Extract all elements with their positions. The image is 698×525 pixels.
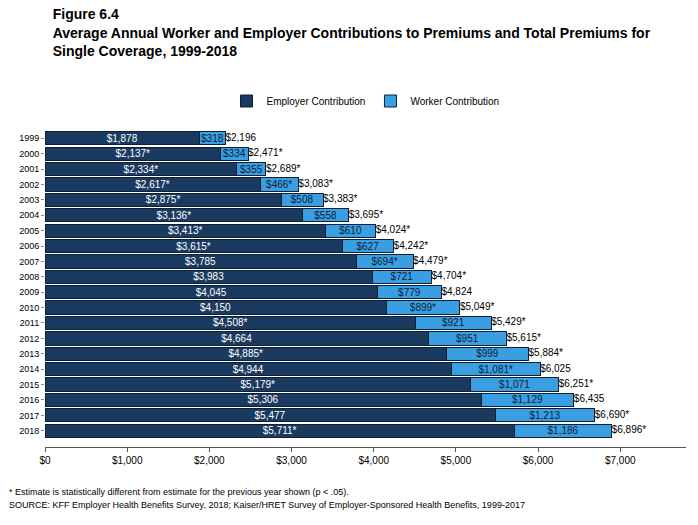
svg-text:2013: 2013: [19, 349, 39, 359]
svg-text:$1,186: $1,186: [548, 425, 579, 436]
svg-text:$3,136*: $3,136*: [157, 210, 192, 221]
svg-text:$318: $318: [201, 133, 224, 144]
svg-text:$779: $779: [398, 287, 421, 298]
svg-text:$4,885*: $4,885*: [228, 348, 263, 359]
svg-text:2015: 2015: [19, 380, 39, 390]
svg-text:$558: $558: [314, 210, 337, 221]
svg-text:* Estimate is statistically di: * Estimate is statistically different fr…: [9, 487, 349, 497]
svg-text:2011: 2011: [20, 318, 39, 328]
svg-text:$6,251*: $6,251*: [559, 378, 594, 389]
svg-text:2009: 2009: [19, 287, 39, 297]
svg-text:2018: 2018: [19, 426, 39, 436]
svg-text:$1,081*: $1,081*: [478, 364, 513, 375]
svg-text:$3,383*: $3,383*: [323, 193, 358, 204]
svg-text:2010: 2010: [19, 303, 39, 313]
svg-text:$0: $0: [39, 455, 51, 466]
svg-text:$1,129: $1,129: [512, 394, 543, 405]
svg-text:$6,896*: $6,896*: [612, 424, 647, 435]
svg-text:$1,000: $1,000: [112, 455, 143, 466]
svg-text:$508: $508: [291, 194, 314, 205]
svg-text:$4,000: $4,000: [358, 455, 389, 466]
svg-text:$951: $951: [456, 333, 479, 344]
svg-text:$2,334*: $2,334*: [124, 164, 159, 175]
svg-text:$4,479*: $4,479*: [413, 255, 448, 266]
svg-text:1999: 1999: [19, 133, 39, 143]
svg-text:$7,000: $7,000: [605, 455, 636, 466]
svg-text:$2,196: $2,196: [225, 132, 256, 143]
svg-text:$3,083*: $3,083*: [298, 178, 333, 189]
svg-text:$2,875*: $2,875*: [146, 194, 181, 205]
svg-text:$6,435: $6,435: [574, 393, 605, 404]
svg-text:$5,477: $5,477: [255, 410, 286, 421]
svg-text:$3,413*: $3,413*: [168, 225, 203, 236]
svg-text:$4,024*: $4,024*: [376, 224, 411, 235]
svg-text:$3,000: $3,000: [276, 455, 307, 466]
svg-text:Figure 6.4Average Annual Worke: Figure 6.4Average Annual Worker and Empl…: [53, 6, 651, 58]
svg-text:$334: $334: [223, 148, 246, 159]
svg-text:$4,704*: $4,704*: [432, 270, 467, 281]
svg-text:$3,615*: $3,615*: [176, 241, 211, 252]
svg-text:$5,000: $5,000: [441, 455, 472, 466]
svg-text:$1,878: $1,878: [107, 133, 138, 144]
svg-text:2007: 2007: [19, 257, 39, 267]
svg-text:SOURCE: KFF Employer Health Be: SOURCE: KFF Employer Health Benefits Sur…: [9, 500, 525, 510]
svg-text:2001: 2001: [19, 164, 39, 174]
svg-text:$3,785: $3,785: [185, 256, 216, 267]
svg-text:2006: 2006: [19, 241, 39, 251]
svg-text:$3,695*: $3,695*: [349, 209, 384, 220]
svg-text:$721: $721: [391, 271, 414, 282]
svg-text:$694*: $694*: [371, 256, 397, 267]
svg-text:$4,508*: $4,508*: [213, 317, 248, 328]
svg-text:$6,000: $6,000: [523, 455, 554, 466]
svg-text:2012: 2012: [19, 334, 39, 344]
svg-text:$6,690*: $6,690*: [595, 409, 630, 420]
svg-text:2005: 2005: [19, 226, 39, 236]
svg-text:$5,615*: $5,615*: [506, 332, 541, 343]
svg-text:$4,045: $4,045: [196, 287, 227, 298]
svg-text:$5,711*: $5,711*: [263, 425, 297, 436]
svg-text:$2,471*: $2,471*: [248, 147, 283, 158]
svg-text:2017: 2017: [19, 411, 39, 421]
svg-text:$2,137*: $2,137*: [116, 148, 151, 159]
svg-text:Employer Contribution: Employer Contribution: [267, 96, 366, 107]
svg-text:$4,242*: $4,242*: [394, 240, 429, 251]
svg-text:2004: 2004: [19, 210, 39, 220]
svg-text:$4,664: $4,664: [221, 333, 252, 344]
svg-text:$5,179*: $5,179*: [241, 379, 276, 390]
svg-text:$4,824: $4,824: [441, 286, 472, 297]
svg-text:$999: $999: [476, 348, 499, 359]
svg-text:$466*: $466*: [266, 179, 292, 190]
svg-text:$5,884*: $5,884*: [529, 347, 564, 358]
svg-text:$610: $610: [339, 225, 362, 236]
svg-text:$5,049*: $5,049*: [460, 301, 495, 312]
svg-text:Worker Contribution: Worker Contribution: [410, 96, 499, 107]
svg-text:2000: 2000: [19, 149, 39, 159]
svg-text:$627: $627: [357, 241, 380, 252]
svg-text:2008: 2008: [19, 272, 39, 282]
svg-text:$1,071: $1,071: [499, 379, 530, 390]
svg-text:$5,429*: $5,429*: [491, 316, 526, 327]
svg-text:$921: $921: [442, 317, 465, 328]
svg-text:$899*: $899*: [410, 302, 436, 313]
svg-text:$2,617*: $2,617*: [135, 179, 170, 190]
svg-text:2016: 2016: [19, 395, 39, 405]
svg-text:$5,306: $5,306: [248, 394, 279, 405]
svg-text:$4,150: $4,150: [200, 302, 231, 313]
svg-text:$6,025: $6,025: [540, 363, 571, 374]
svg-text:$2,689*: $2,689*: [266, 163, 301, 174]
svg-text:2003: 2003: [19, 195, 39, 205]
svg-text:$355: $355: [240, 164, 263, 175]
svg-text:2014: 2014: [19, 364, 39, 374]
svg-text:$2,000: $2,000: [194, 455, 225, 466]
svg-text:$3,983: $3,983: [193, 271, 224, 282]
svg-text:$1,213: $1,213: [529, 410, 560, 421]
svg-text:$4,944: $4,944: [233, 364, 264, 375]
svg-text:2002: 2002: [19, 180, 39, 190]
